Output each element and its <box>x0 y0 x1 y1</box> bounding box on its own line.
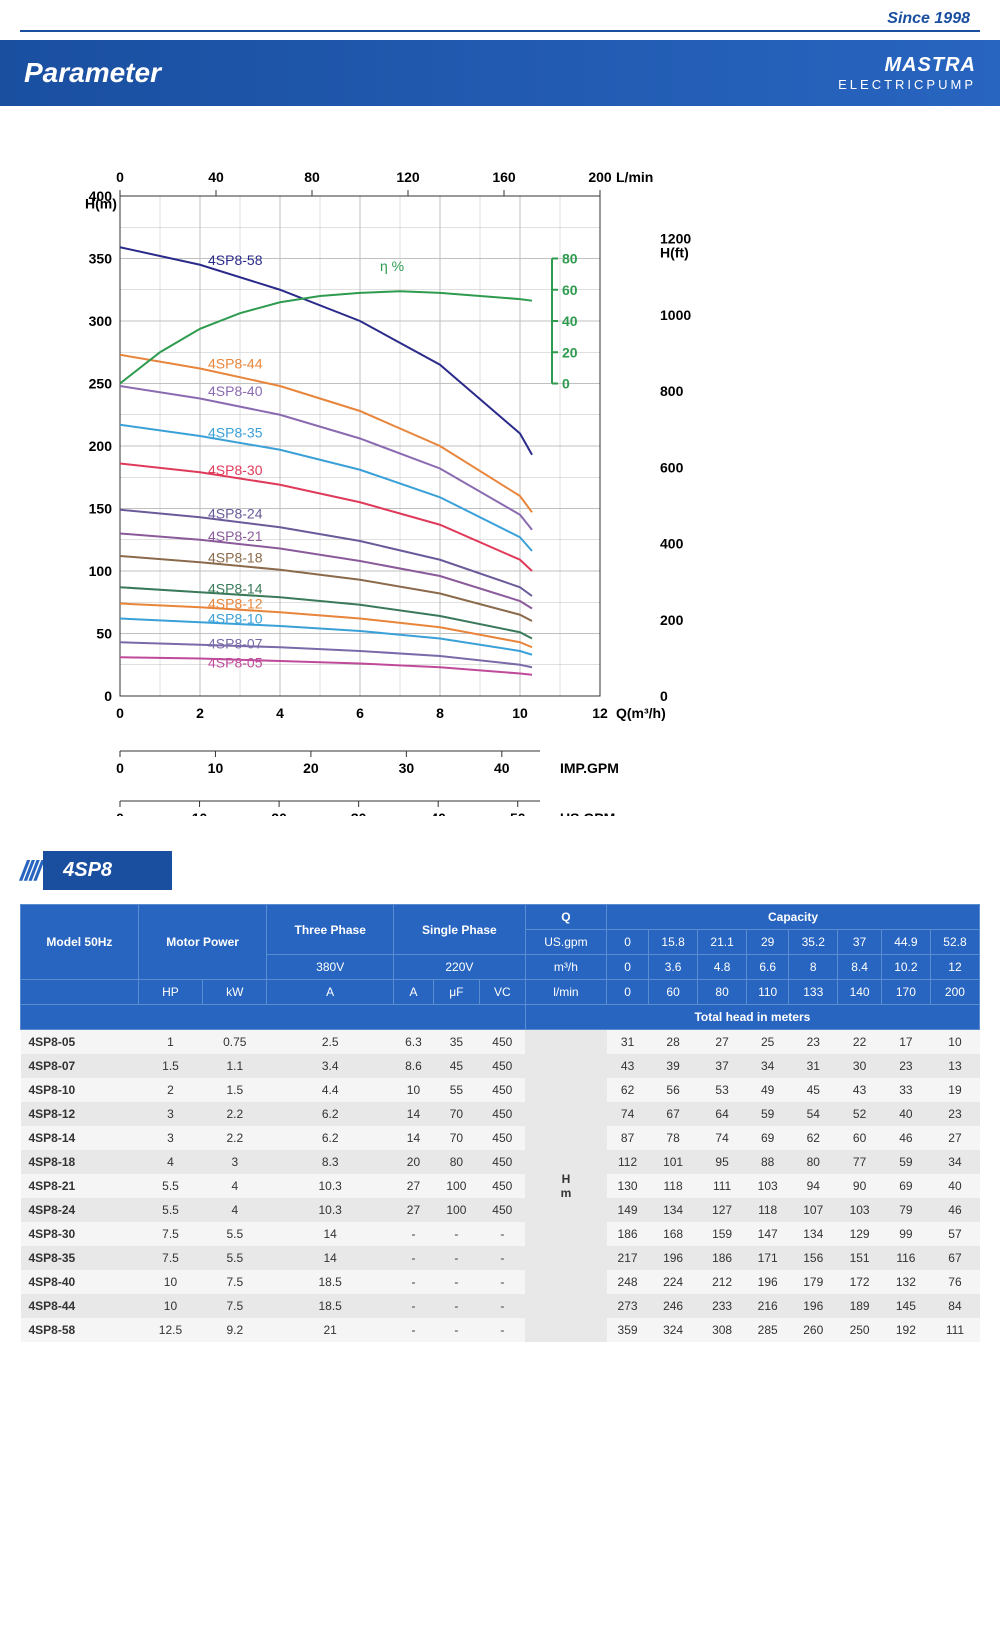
svg-text:40: 40 <box>430 810 446 816</box>
svg-text:60: 60 <box>562 282 578 298</box>
svg-text:4SP8-18: 4SP8-18 <box>208 549 263 565</box>
svg-text:L/min: L/min <box>616 169 653 185</box>
svg-text:8: 8 <box>436 705 444 721</box>
svg-text:40: 40 <box>562 313 578 329</box>
table-row: 4SP8-245.5410.32710045014913412711810710… <box>21 1198 980 1222</box>
table-row: 4SP8-307.55.514---1861681591471341299957 <box>21 1222 980 1246</box>
svg-text:40: 40 <box>208 169 224 185</box>
svg-text:20: 20 <box>271 810 287 816</box>
svg-text:6: 6 <box>356 705 364 721</box>
svg-text:0: 0 <box>116 169 124 185</box>
svg-text:10: 10 <box>192 810 208 816</box>
svg-text:150: 150 <box>89 501 113 517</box>
svg-text:H(m): H(m) <box>85 196 117 212</box>
svg-text:0: 0 <box>116 705 124 721</box>
header-rule: Since 1998 <box>20 30 980 32</box>
svg-text:250: 250 <box>89 376 113 392</box>
svg-text:η %: η % <box>380 258 404 274</box>
svg-text:4SP8-58: 4SP8-58 <box>208 252 263 268</box>
svg-text:10: 10 <box>512 705 528 721</box>
svg-text:2: 2 <box>196 705 204 721</box>
spec-table: Model 50Hz Motor Power Three Phase Singl… <box>20 904 980 1342</box>
chart-container: 4SP8-58 4SP8-44 4SP8-40 4SP8-35 4SP8-30 4SP8-… <box>0 106 1000 841</box>
svg-text:50: 50 <box>510 810 526 816</box>
svg-text:0: 0 <box>660 688 668 704</box>
svg-text:30: 30 <box>399 760 415 776</box>
svg-text:200: 200 <box>588 169 612 185</box>
table-row: 4SP8-215.5410.32710045013011811110394906… <box>21 1174 980 1198</box>
svg-text:0: 0 <box>116 810 124 816</box>
svg-text:600: 600 <box>660 459 684 475</box>
svg-text:200: 200 <box>89 438 113 454</box>
svg-text:4: 4 <box>276 705 284 721</box>
brand-sub: ELECTRICPUMP <box>838 77 976 92</box>
since-text: Since 1998 <box>887 10 970 28</box>
svg-text:350: 350 <box>89 251 113 267</box>
table-row: 4SP8-0510.752.56.335450Hm312827252322171… <box>21 1030 980 1055</box>
table-row: 4SP8-5812.59.221---359324308285260250192… <box>21 1318 980 1342</box>
table-row: 4SP8-357.55.514---2171961861711561511166… <box>21 1246 980 1270</box>
svg-text:Q(m³/h): Q(m³/h) <box>616 705 666 721</box>
svg-text:300: 300 <box>89 313 113 329</box>
svg-text:IMP.GPM: IMP.GPM <box>560 760 619 776</box>
brand-logo: MASTRA ELECTRICPUMP <box>838 54 976 92</box>
svg-text:1000: 1000 <box>660 307 691 323</box>
svg-text:4SP8-35: 4SP8-35 <box>208 424 263 440</box>
svg-text:4SP8-12: 4SP8-12 <box>208 596 263 612</box>
svg-text:10: 10 <box>208 760 224 776</box>
svg-text:US.GPM: US.GPM <box>560 810 615 816</box>
spec-table-container: Model 50Hz Motor Power Three Phase Singl… <box>0 904 1000 1372</box>
table-row: 4SP8-18438.32080450112101958880775934 <box>21 1150 980 1174</box>
svg-text:120: 120 <box>396 169 420 185</box>
svg-text:12: 12 <box>592 705 608 721</box>
svg-text:30: 30 <box>351 810 367 816</box>
svg-text:0: 0 <box>104 688 112 704</box>
table-row: 4SP8-1232.26.214704507467645954524023 <box>21 1102 980 1126</box>
svg-text:4SP8-44: 4SP8-44 <box>208 356 263 372</box>
svg-text:4SP8-30: 4SP8-30 <box>208 462 263 478</box>
table-row: 4SP8-071.51.13.48.6454504339373431302313 <box>21 1054 980 1078</box>
slash-icon: //// <box>20 855 39 887</box>
table-row: 4SP8-1432.26.214704508778746962604627 <box>21 1126 980 1150</box>
svg-text:4SP8-21: 4SP8-21 <box>208 528 263 544</box>
svg-text:0: 0 <box>562 376 570 392</box>
svg-text:40: 40 <box>494 760 510 776</box>
svg-text:4SP8-14: 4SP8-14 <box>208 581 263 597</box>
svg-text:H(ft): H(ft) <box>660 244 689 260</box>
svg-text:4SP8-24: 4SP8-24 <box>208 506 263 522</box>
brand-name: MASTRA <box>838 54 976 77</box>
svg-text:100: 100 <box>89 563 113 579</box>
svg-text:4SP8-40: 4SP8-40 <box>208 383 263 399</box>
table-row: 4SP8-40107.518.5---248224212196179172132… <box>21 1270 980 1294</box>
svg-text:800: 800 <box>660 383 684 399</box>
svg-text:4SP8-10: 4SP8-10 <box>208 611 263 627</box>
svg-text:4SP8-05: 4SP8-05 <box>208 654 263 670</box>
section-header: //// 4SP8 <box>20 851 1000 890</box>
table-row: 4SP8-44107.518.5---273246233216196189145… <box>21 1294 980 1318</box>
svg-text:20: 20 <box>562 344 578 360</box>
svg-text:200: 200 <box>660 612 684 628</box>
svg-text:80: 80 <box>304 169 320 185</box>
table-row: 4SP8-1021.54.410554506256534945433319 <box>21 1078 980 1102</box>
svg-text:0: 0 <box>116 760 124 776</box>
svg-text:400: 400 <box>660 536 684 552</box>
svg-text:4SP8-07: 4SP8-07 <box>208 636 263 652</box>
svg-text:50: 50 <box>96 626 112 642</box>
svg-text:20: 20 <box>303 760 319 776</box>
section-tag: 4SP8 <box>43 851 172 890</box>
svg-text:160: 160 <box>492 169 516 185</box>
page-title: Parameter <box>24 57 161 89</box>
title-banner: Parameter MASTRA ELECTRICPUMP <box>0 40 1000 106</box>
svg-text:80: 80 <box>562 251 578 267</box>
